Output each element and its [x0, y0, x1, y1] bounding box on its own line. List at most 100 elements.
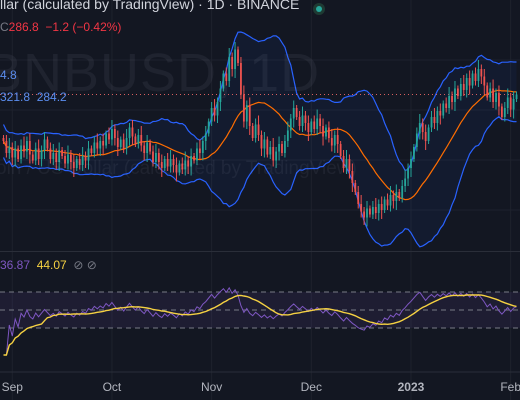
- candle-body: [251, 126, 254, 138]
- ohlc-close-label: C: [0, 20, 9, 34]
- candle-body: [81, 156, 84, 165]
- candle-body: [2, 138, 5, 141]
- candle-body: [348, 159, 351, 171]
- candle-body: [298, 117, 301, 126]
- candle-body: [404, 178, 407, 186]
- candle-body: [278, 144, 280, 152]
- candle-body: [451, 96, 453, 102]
- candle-body: [105, 133, 107, 146]
- candle-body: [245, 105, 248, 122]
- symbol-title: llar (calculated by TradingView) · 1D · …: [0, 0, 300, 12]
- pane-divider[interactable]: [0, 251, 520, 252]
- candle-body: [201, 141, 204, 153]
- candle-body: [486, 85, 489, 98]
- candle-body: [374, 207, 377, 213]
- candle-body: [295, 108, 298, 117]
- candle-body: [327, 127, 330, 138]
- bollinger-lower: [2, 115, 517, 248]
- x-tick-label: 2023: [398, 380, 425, 394]
- candle-body: [225, 73, 228, 81]
- candle-body: [339, 144, 342, 156]
- candle-body: [427, 127, 430, 141]
- x-tick-label: Feb: [500, 380, 520, 394]
- candle-body: [360, 204, 363, 212]
- candle-body: [14, 148, 17, 158]
- candle-body: [433, 117, 436, 123]
- candle-body: [322, 126, 324, 137]
- candle-body: [108, 133, 110, 140]
- candle-body: [392, 195, 395, 201]
- candle-body: [489, 88, 492, 98]
- chart-title[interactable]: llar (calculated by TradingView) · 1D · …: [0, 0, 299, 12]
- candle-body: [263, 139, 266, 149]
- candle-body: [20, 145, 22, 159]
- candle-body: [67, 154, 69, 164]
- candle-body: [275, 151, 278, 161]
- candle-body: [157, 153, 160, 162]
- rsi-legend-icons[interactable]: ⊘ ⊘: [73, 258, 97, 272]
- candle-body: [149, 142, 151, 152]
- candle-body: [240, 63, 242, 95]
- candle-body: [213, 108, 216, 116]
- candle-body: [415, 133, 418, 147]
- candle-body: [503, 108, 506, 117]
- candle-body: [454, 88, 456, 102]
- candle-body: [474, 73, 477, 81]
- candle-body: [75, 159, 78, 168]
- candle-body: [78, 159, 81, 165]
- candle-body: [480, 69, 483, 77]
- candle-body: [386, 199, 389, 206]
- candle-body: [96, 142, 99, 149]
- candle-body: [193, 156, 195, 161]
- candle-body: [333, 135, 336, 146]
- candle-body: [23, 145, 25, 152]
- candle-body: [34, 148, 37, 161]
- candle-body: [204, 133, 207, 141]
- candle-body: [99, 141, 102, 149]
- bb-legend-line2: 321.8 284.2: [0, 90, 67, 104]
- candle-body: [234, 49, 236, 69]
- candle-body: [448, 96, 451, 108]
- candle-body: [196, 148, 198, 161]
- candle-body: [40, 150, 43, 159]
- candle-body: [371, 207, 374, 215]
- candle-body: [102, 141, 105, 146]
- ohlc-close-value: 286.8: [8, 20, 39, 34]
- candle-body: [354, 183, 357, 192]
- candle-body: [445, 103, 448, 108]
- candle-body: [11, 147, 14, 158]
- x-tick-label: Oct: [103, 380, 122, 394]
- rsi-ma-line: [3, 294, 517, 356]
- market-status-icon[interactable]: [313, 3, 325, 15]
- candle-body: [286, 130, 289, 141]
- candle-body: [125, 138, 128, 149]
- candle-body: [380, 204, 383, 210]
- candle-body: [143, 145, 146, 153]
- candle-body: [207, 121, 210, 134]
- candle-body: [166, 159, 169, 167]
- candle-body: [424, 132, 427, 141]
- candle-body: [160, 162, 163, 168]
- candle-body: [237, 49, 239, 63]
- candle-body: [281, 144, 283, 153]
- candle-body: [72, 162, 75, 168]
- bollinger-upper: [2, 31, 517, 172]
- candle-body: [69, 154, 72, 162]
- candle-body: [131, 127, 134, 137]
- candle-body: [169, 159, 172, 167]
- candle-body: [61, 150, 64, 156]
- candle-body: [184, 160, 187, 170]
- candle-body: [465, 78, 468, 90]
- ohlc-legend: C286.8 −1.2 (−0.42%): [0, 20, 121, 34]
- rsi-pane: [0, 286, 520, 356]
- candle-body: [456, 88, 459, 96]
- candle-body: [383, 199, 386, 210]
- candle-body: [128, 127, 131, 138]
- candle-body: [442, 103, 445, 116]
- candle-body: [342, 156, 345, 168]
- candle-body: [43, 139, 46, 150]
- candle-body: [198, 148, 201, 153]
- candle-body: [84, 156, 87, 161]
